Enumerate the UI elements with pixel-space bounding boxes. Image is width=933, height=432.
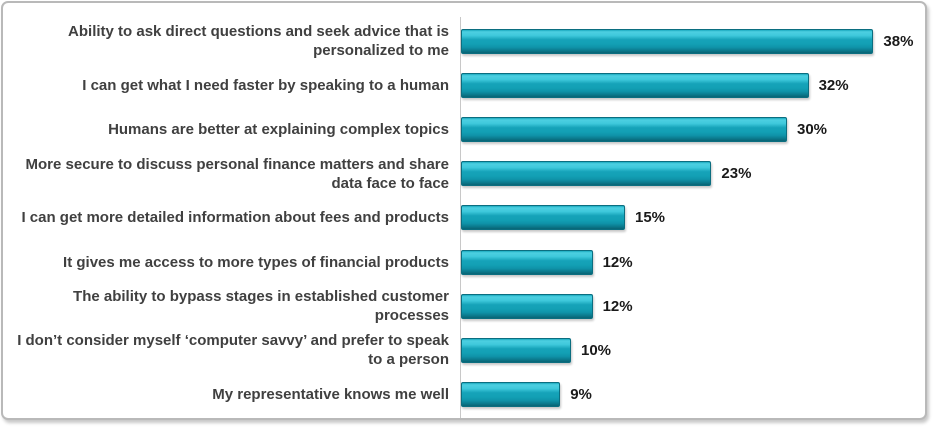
category-label: It gives me access to more types of fina… <box>63 253 449 271</box>
bar-area: 12% <box>460 284 925 328</box>
value-label: 32% <box>818 76 849 94</box>
bar <box>461 161 712 187</box>
bar-row: Ability to ask direct questions and seek… <box>3 19 925 63</box>
value-label: 15% <box>635 209 666 227</box>
category-axis-line <box>460 17 461 418</box>
value-label: 10% <box>581 341 612 359</box>
bar <box>461 337 571 363</box>
bar-area: 30% <box>460 107 925 151</box>
bar <box>461 249 593 275</box>
value-label: 12% <box>602 253 633 271</box>
bar-area: 23% <box>460 152 925 196</box>
category-label: I can get what I need faster by speaking… <box>82 76 449 94</box>
bar-row: It gives me access to more types of fina… <box>3 240 925 284</box>
bar-row: Humans are better at explaining complex … <box>3 107 925 151</box>
bar-area: 10% <box>460 328 925 372</box>
value-label: 23% <box>721 165 752 183</box>
category-label: I don’t consider myself ‘computer savvy’… <box>17 332 449 369</box>
bar <box>461 72 809 98</box>
category-label: My representative knows me well <box>212 386 449 404</box>
category-label: More secure to discuss personal finance … <box>25 155 450 192</box>
value-label: 38% <box>883 32 914 50</box>
bar-area: 38% <box>460 19 925 63</box>
bar-row: I can get more detailed information abou… <box>3 196 925 240</box>
bar-area: 9% <box>460 373 925 417</box>
bar <box>461 116 787 142</box>
value-label: 30% <box>797 120 828 138</box>
bar-rows: Ability to ask direct questions and seek… <box>3 19 925 417</box>
bar-row: My representative knows me well 9% <box>3 373 925 417</box>
bar-area: 12% <box>460 240 925 284</box>
category-label: The ability to bypass stages in establis… <box>73 288 449 325</box>
bar-row: I can get what I need faster by speaking… <box>3 63 925 107</box>
value-label: 12% <box>602 297 633 315</box>
bar-area: 15% <box>460 196 925 240</box>
bar-row: I don’t consider myself ‘computer savvy’… <box>3 328 925 372</box>
bar <box>461 293 593 319</box>
bar-row: The ability to bypass stages in establis… <box>3 284 925 328</box>
bar-row: More secure to discuss personal finance … <box>3 152 925 196</box>
value-label: 9% <box>570 386 592 404</box>
bar-area: 32% <box>460 63 925 107</box>
chart-frame: Ability to ask direct questions and seek… <box>1 1 927 420</box>
category-label: Humans are better at explaining complex … <box>108 120 449 138</box>
bar-chart: Ability to ask direct questions and seek… <box>3 3 925 418</box>
bar <box>461 28 874 54</box>
bar <box>461 382 561 408</box>
bar <box>461 205 625 231</box>
category-label: Ability to ask direct questions and seek… <box>68 23 449 60</box>
category-label: I can get more detailed information abou… <box>21 209 449 227</box>
